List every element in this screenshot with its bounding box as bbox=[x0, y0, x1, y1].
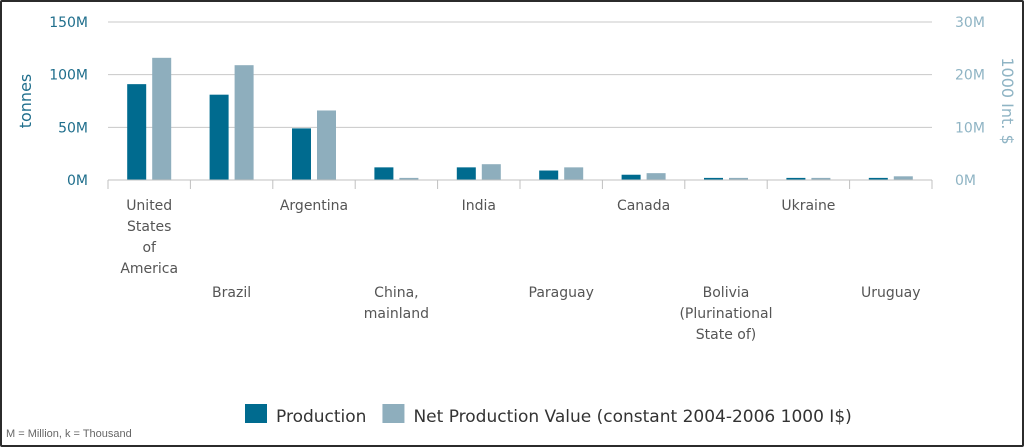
y-right-axis-title: 1000 Int. $ bbox=[998, 57, 1017, 144]
category-label: Argentina bbox=[280, 198, 348, 214]
bar-net-production-value bbox=[317, 110, 336, 180]
category-labels: United States of America Brazil Argentina Chin… bbox=[120, 198, 920, 343]
footnote: M = Million, k = Thousand bbox=[6, 428, 132, 440]
bar-production bbox=[539, 170, 559, 180]
bar-net-production-value bbox=[811, 177, 831, 180]
y-left-tick-label: 100M bbox=[49, 68, 88, 84]
y-left-tick-label: 150M bbox=[49, 15, 88, 31]
y-right-tick-label: 20M bbox=[955, 68, 985, 84]
bar-net-production-value bbox=[893, 176, 913, 180]
y-right-tick-label: 30M bbox=[955, 15, 985, 31]
y-left-tick-label: 50M bbox=[58, 120, 88, 136]
category-label: Canada bbox=[617, 198, 670, 214]
grid-lines bbox=[108, 21, 932, 128]
legend-label: Net Production Value (constant 2004-2006… bbox=[413, 407, 851, 427]
category-label: India bbox=[462, 198, 496, 214]
category-label: China, mainland bbox=[364, 285, 429, 322]
y-right-tick-label: 10M bbox=[955, 120, 985, 136]
legend: Production Net Production Value (constant… bbox=[245, 404, 852, 427]
bar-net-production-value bbox=[399, 177, 419, 180]
legend-label: Production bbox=[276, 407, 366, 427]
y-left-tick-label: 0M bbox=[67, 173, 88, 189]
category-label: United States of America bbox=[120, 198, 178, 277]
y-left-axis-title: tonnes bbox=[16, 74, 35, 129]
category-label: Brazil bbox=[212, 285, 251, 301]
bar-production bbox=[621, 174, 641, 180]
bar-net-production-value bbox=[564, 167, 584, 180]
category-label: Ukraine bbox=[781, 198, 835, 214]
bar-net-production-value bbox=[729, 177, 748, 180]
category-label: Bolivia (Plurinational State of) bbox=[679, 285, 772, 343]
bar-net-production-value bbox=[234, 65, 254, 180]
bar-production bbox=[868, 177, 888, 180]
bar-net-production-value bbox=[152, 57, 172, 180]
bar-production bbox=[456, 167, 476, 180]
bar-production bbox=[292, 128, 311, 180]
bars bbox=[127, 57, 913, 180]
legend-swatch bbox=[245, 404, 267, 423]
bar-net-production-value bbox=[481, 164, 501, 180]
category-label: Paraguay bbox=[529, 285, 594, 301]
legend-swatch bbox=[382, 404, 405, 423]
bar-net-production-value bbox=[646, 173, 666, 180]
axes bbox=[107, 179, 933, 189]
bar-production bbox=[374, 167, 394, 180]
y-right-tick-label: 0M bbox=[955, 173, 976, 189]
bar-production bbox=[704, 177, 723, 180]
bar-production bbox=[786, 177, 806, 180]
y-left-ticks: 0M 50M 100M 150M bbox=[49, 15, 88, 189]
category-label: Uruguay bbox=[861, 285, 921, 301]
y-right-ticks: 0M 10M 20M 30M bbox=[955, 15, 985, 189]
bar-production bbox=[209, 94, 229, 180]
bar-production bbox=[127, 84, 147, 180]
